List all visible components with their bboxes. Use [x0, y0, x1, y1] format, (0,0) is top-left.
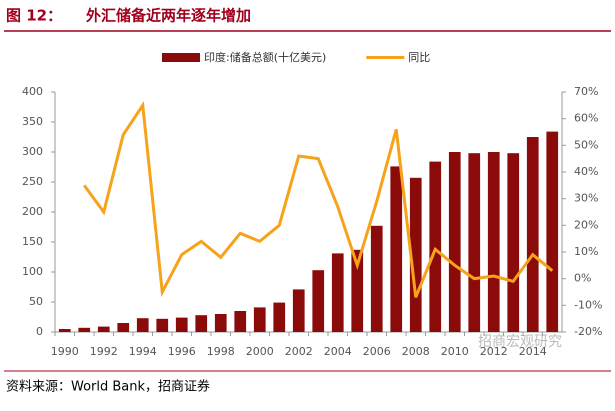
bar [331, 253, 344, 332]
y2-tick-label: 30% [574, 192, 598, 205]
x-tick-label: 2008 [402, 345, 430, 358]
bar [156, 318, 169, 332]
y-tick-label: 200 [22, 205, 43, 218]
bar [487, 152, 500, 332]
x-tick-label: 1998 [207, 345, 235, 358]
chart-title: 外汇储备近两年逐年增加 [85, 7, 251, 25]
bar [253, 307, 266, 332]
y-tick-label: 100 [22, 265, 43, 278]
bar [117, 323, 130, 332]
x-tick-label: 2000 [246, 345, 274, 358]
bar [312, 270, 325, 332]
bar [58, 329, 71, 332]
bar [136, 318, 149, 332]
y-tick-label: 350 [22, 115, 43, 128]
y-tick-label: 0 [36, 325, 43, 338]
bar [468, 153, 481, 332]
bar [234, 311, 247, 332]
y2-tick-label: 10% [574, 245, 598, 258]
bar [390, 166, 403, 332]
bar [448, 152, 461, 332]
y2-tick-label: 20% [574, 218, 598, 231]
watermark: 招商宏观研究 [478, 334, 562, 350]
y2-tick-label: 70% [574, 85, 598, 98]
x-tick-label: 2012 [480, 345, 508, 358]
bar [409, 177, 422, 332]
y2-tick-label: -10% [574, 298, 602, 311]
x-tick-label: 1992 [90, 345, 118, 358]
x-tick-label: 2006 [363, 345, 391, 358]
source: 资料来源：World Bank，招商证券 [6, 379, 210, 395]
bar [507, 153, 520, 332]
bar [351, 249, 364, 332]
bar [97, 326, 110, 332]
x-tick-label: 2014 [519, 345, 547, 358]
bar [546, 131, 559, 332]
y-tick-label: 250 [22, 175, 43, 188]
y2-tick-label: 40% [574, 165, 598, 178]
y2-tick-label: 0% [574, 272, 591, 285]
bar [195, 315, 208, 332]
y-tick-label: 400 [22, 85, 43, 98]
y-tick-label: 150 [22, 235, 43, 248]
x-tick-label: 2004 [324, 345, 352, 358]
y2-tick-label: 50% [574, 138, 598, 151]
figure-label: 图 12： [6, 7, 62, 25]
bar [175, 317, 188, 332]
y2-tick-label: 60% [574, 112, 598, 125]
x-tick-label: 2010 [441, 345, 469, 358]
line [83, 101, 554, 298]
x-tick-label: 1994 [129, 345, 157, 358]
x-tick-label: 2002 [285, 345, 313, 358]
y-tick-label: 300 [22, 145, 43, 158]
bar [429, 161, 442, 332]
bar [78, 327, 91, 332]
bar [526, 137, 539, 332]
bar [214, 314, 227, 332]
y2-tick-label: -20% [574, 325, 602, 338]
legend-label: 印度:储备总额(十亿美元) [204, 50, 326, 64]
x-tick-label: 1990 [51, 345, 79, 358]
legend-swatch [162, 53, 200, 62]
bar [292, 289, 305, 332]
y-tick-label: 50 [29, 295, 43, 308]
bar [370, 225, 383, 332]
bar [273, 302, 286, 332]
legend-label: 同比 [408, 51, 430, 64]
x-tick-label: 1996 [168, 345, 196, 358]
